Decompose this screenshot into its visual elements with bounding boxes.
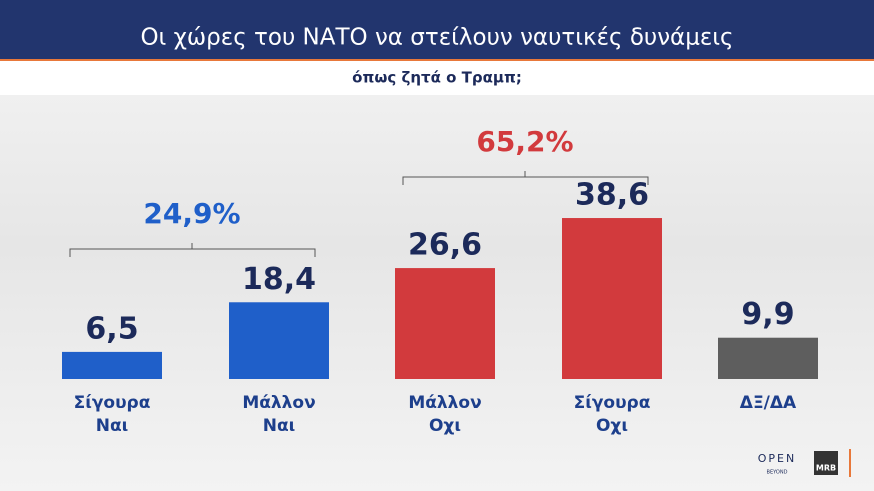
- value-label: 26,6: [408, 228, 482, 263]
- category-label: Οχι: [429, 416, 461, 436]
- bar: [562, 218, 662, 379]
- bar: [229, 302, 329, 379]
- bar: [62, 351, 162, 379]
- category-label: Σίγουρα: [74, 393, 151, 413]
- header-rule: [0, 59, 874, 61]
- category-label: Μάλλον: [242, 393, 315, 413]
- logo-rule: [849, 449, 851, 477]
- logo-text: OPEN: [758, 452, 796, 465]
- category-label: ΔΞ/ΔΑ: [740, 393, 797, 413]
- logo-text: BEYOND: [767, 470, 788, 476]
- value-label: 9,9: [741, 297, 794, 332]
- chart-subtitle: όπως ζητά ο Τραμπ;: [352, 69, 522, 87]
- value-label: 38,6: [575, 178, 649, 213]
- value-label: 18,4: [242, 262, 316, 297]
- bar: [718, 337, 818, 379]
- group-bracket: [402, 171, 649, 185]
- category-label: Σίγουρα: [574, 393, 651, 413]
- category-label: Ναι: [263, 416, 296, 436]
- category-label: Μάλλον: [408, 393, 481, 413]
- logo-text: MRB: [816, 464, 836, 473]
- header-band: [0, 0, 874, 59]
- logo-box: [814, 451, 838, 475]
- group-label: 24,9%: [143, 197, 240, 230]
- chart-title: Οι χώρες του ΝΑΤΟ να στείλουν ναυτικές δ…: [140, 25, 733, 51]
- value-label: 6,5: [85, 311, 138, 346]
- subtitle-band: [0, 61, 874, 95]
- category-label: Οχι: [596, 416, 628, 436]
- bar: [395, 268, 495, 379]
- group-label: 65,2%: [476, 125, 573, 158]
- group-bracket: [69, 243, 316, 257]
- category-label: Ναι: [96, 416, 129, 436]
